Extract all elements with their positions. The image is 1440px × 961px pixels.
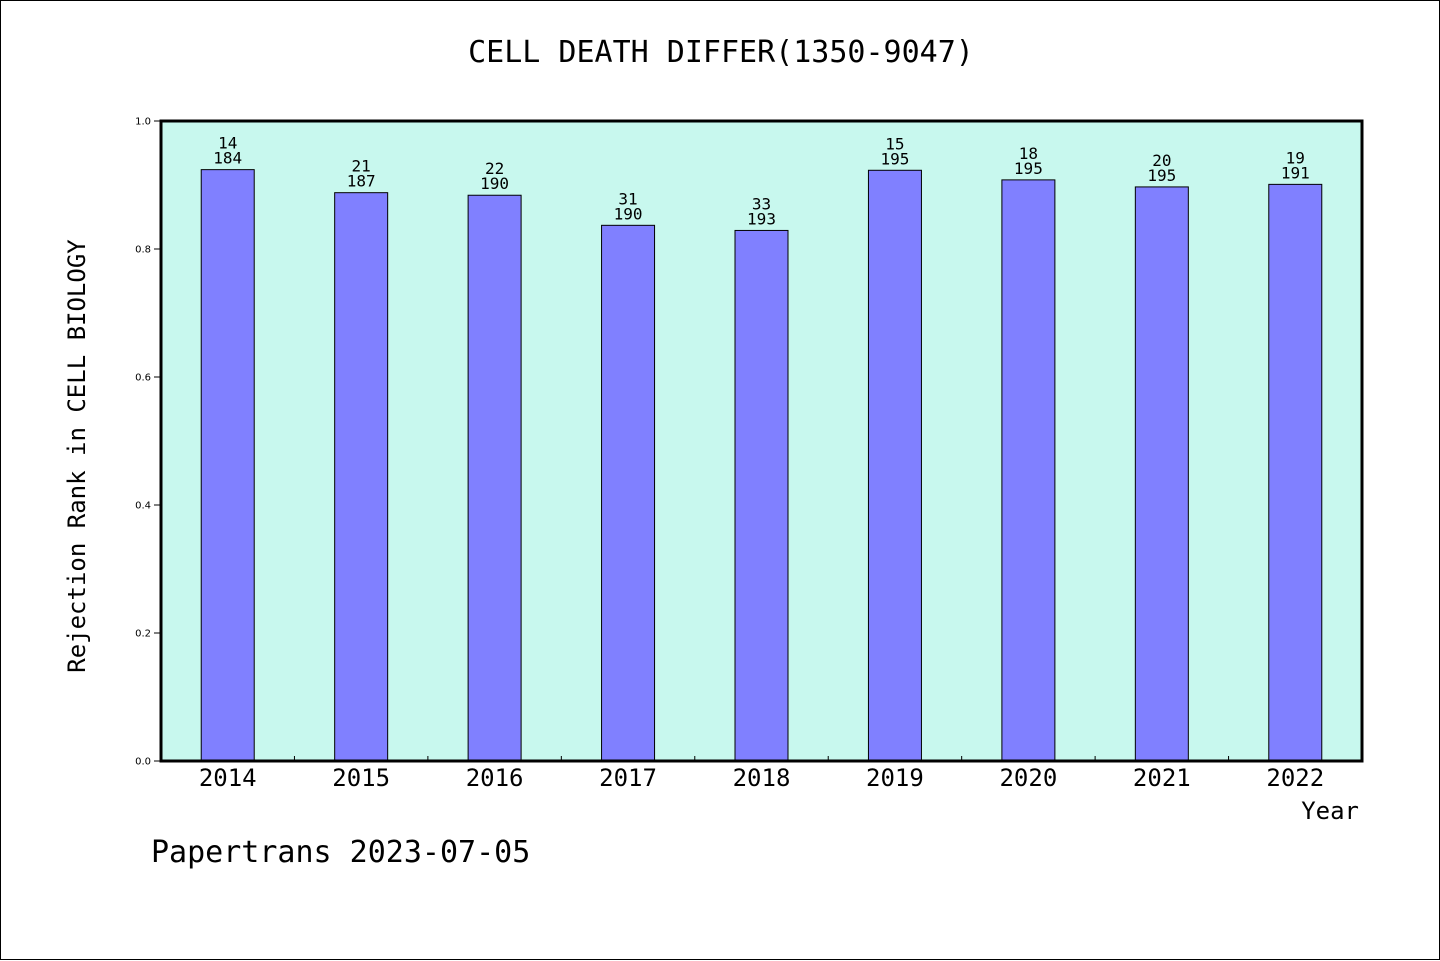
plot-border [159, 119, 1364, 763]
y-tick-label: 0.8 [135, 245, 151, 256]
x-tick-label: 2020 [999, 764, 1057, 792]
bar-label-total: 190 [614, 204, 643, 223]
y-tick-label: 0.0 [135, 757, 151, 768]
x-tick-label: 2015 [332, 764, 390, 792]
bar-label-rank: 22 [485, 159, 504, 178]
y-tick-label: 0.2 [135, 629, 151, 640]
footer-watermark: Papertrans 2023-07-05 [151, 835, 531, 870]
bar-label-rank: 15 [885, 134, 904, 153]
bar [1001, 179, 1056, 762]
bar-label-total: 190 [480, 174, 509, 193]
y-tick-label: 1.0 [135, 117, 151, 128]
bar [200, 169, 255, 762]
bar [734, 229, 789, 762]
bar-label-rank: 19 [1286, 148, 1305, 167]
bar-label-total: 187 [347, 172, 376, 191]
bar [867, 169, 922, 762]
bar-label-rank: 14 [218, 134, 237, 153]
bar [334, 192, 389, 762]
x-axis-label: Year [1301, 797, 1359, 825]
x-tick-label: 2019 [866, 764, 924, 792]
x-tick-label: 2021 [1133, 764, 1191, 792]
bar-label-total: 195 [880, 149, 909, 168]
bar [467, 194, 522, 762]
bar-label-total: 195 [1014, 159, 1043, 178]
x-tick-label: 2022 [1266, 764, 1324, 792]
y-tick-label: 0.4 [135, 501, 151, 512]
bar-label-rank: 20 [1152, 151, 1171, 170]
bar [1134, 186, 1189, 762]
bar-label-rank: 18 [1019, 144, 1038, 163]
bar-label-rank: 21 [352, 157, 371, 176]
bar-label-total: 193 [747, 209, 776, 228]
bar-label-total: 191 [1281, 163, 1310, 182]
bar-label-rank: 33 [752, 194, 771, 213]
bar-label-rank: 31 [618, 189, 637, 208]
bar-label-total: 195 [1147, 166, 1176, 185]
x-tick-label: 2017 [599, 764, 657, 792]
bar [1268, 183, 1323, 762]
x-tick-label: 2018 [733, 764, 791, 792]
chart-title: CELL DEATH DIFFER(1350-9047) [468, 35, 974, 70]
x-tick-label: 2014 [199, 764, 257, 792]
x-tick-label: 2016 [466, 764, 524, 792]
y-tick-label: 0.6 [135, 373, 151, 384]
bar [601, 224, 656, 762]
bar-label-total: 184 [213, 149, 242, 168]
